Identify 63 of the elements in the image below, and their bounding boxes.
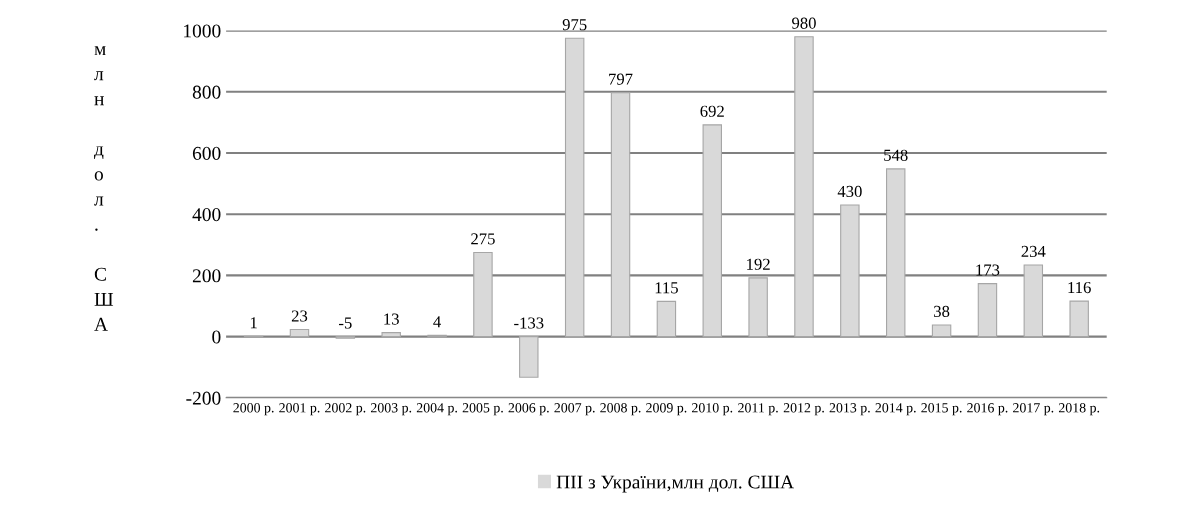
x-tick-label: 2012 р. — [783, 403, 824, 416]
bar — [473, 251, 493, 338]
bar — [885, 168, 906, 338]
bar — [289, 329, 310, 338]
data-label: 797 — [609, 73, 633, 85]
y-tick-label: 200 — [192, 269, 221, 283]
legend-label: ПІІ з України,млн дол. США — [556, 475, 795, 493]
data-label: 173 — [976, 264, 1000, 276]
bar — [381, 332, 401, 338]
bar — [656, 300, 677, 338]
data-label: 13 — [384, 313, 399, 325]
x-tick-label: 2015 р. — [921, 403, 962, 416]
x-tick-label: 2006 р. — [508, 403, 549, 416]
x-tick-label: 2004 р. — [416, 403, 457, 416]
x-tick-label: 2002 р. — [325, 403, 366, 416]
x-tick-label: 2000 р. — [233, 403, 274, 416]
y-tick-label: 0 — [212, 330, 221, 344]
y-tick-label: 1000 — [184, 24, 221, 38]
data-label: 975 — [562, 19, 587, 31]
data-label: 548 — [884, 149, 908, 161]
x-tick-label: 2010 р. — [692, 403, 733, 416]
data-label: 192 — [747, 258, 770, 270]
y-tick-label: -200 — [186, 391, 221, 405]
x-tick-label: 2014 р. — [875, 403, 916, 416]
data-label: 692 — [700, 105, 724, 117]
y-tick-label: 800 — [192, 85, 221, 99]
x-tick-label: 2008 р. — [600, 403, 641, 416]
bar — [519, 336, 539, 378]
bar — [1069, 300, 1089, 338]
data-label: 4 — [433, 316, 441, 328]
y-tick-label: 400 — [192, 208, 221, 222]
x-tick-label: 2009 р. — [646, 403, 687, 416]
x-tick-label: 2018 р. — [1058, 403, 1100, 416]
data-label: 275 — [471, 233, 495, 245]
data-label: 116 — [1068, 281, 1091, 294]
data-label: 430 — [837, 185, 862, 198]
x-tick-label: 2016 р. — [967, 403, 1008, 416]
y-tick-label: 600 — [192, 146, 221, 160]
bar — [564, 37, 585, 338]
bar — [610, 92, 631, 338]
bar — [702, 124, 722, 338]
bar — [794, 36, 814, 338]
x-tick-label: 2017 р. — [1013, 403, 1054, 416]
x-tick-label: 2013 р. — [829, 403, 870, 416]
data-label: 38 — [934, 305, 950, 317]
data-label: -133 — [514, 317, 544, 329]
x-tick-label: 2011 р. — [738, 403, 778, 416]
data-label: 115 — [655, 282, 678, 294]
text: млн дол. США — [94, 46, 114, 331]
x-tick-label: 2007 р. — [554, 403, 595, 416]
data-label: -5 — [339, 317, 352, 329]
data-label: 980 — [792, 17, 816, 29]
data-label: 1 — [250, 317, 257, 329]
data-label: 23 — [291, 310, 308, 322]
x-tick-label: 2005 р. — [462, 403, 503, 416]
x-tick-label: 2003 р. — [370, 403, 412, 416]
bar — [840, 204, 860, 338]
bar — [931, 324, 952, 338]
data-label: 234 — [1021, 245, 1046, 258]
bar — [748, 277, 768, 338]
bar — [977, 283, 998, 338]
bar — [1023, 264, 1044, 338]
x-tick-label: 2001 р. — [279, 403, 320, 416]
